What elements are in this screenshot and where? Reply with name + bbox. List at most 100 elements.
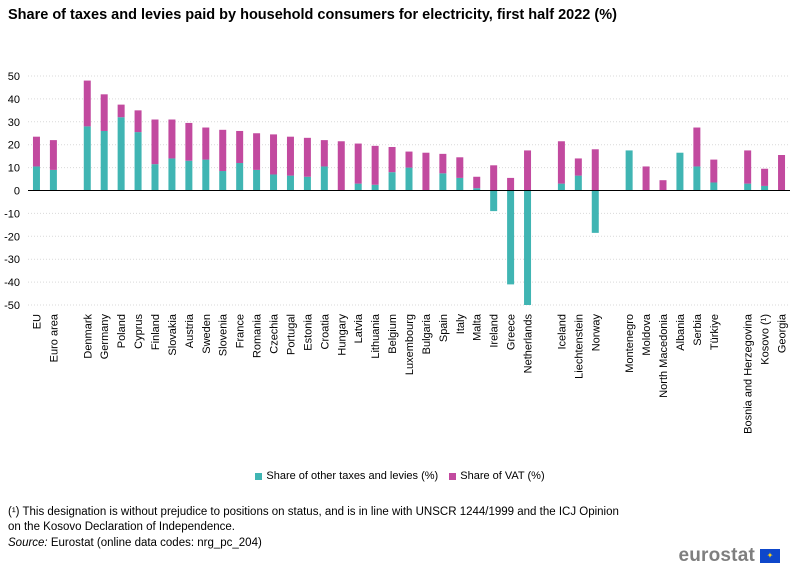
x-tick-label: Türkiye: [709, 314, 721, 350]
y-tick-label: -10: [4, 208, 20, 220]
y-tick-label: 10: [8, 163, 20, 175]
x-tick-label: Latvia: [353, 313, 365, 343]
bar-other-taxes: [473, 188, 481, 191]
x-tick-label: Sweden: [201, 314, 213, 354]
bar-vat: [286, 136, 294, 176]
bar-other-taxes: [456, 177, 464, 191]
eu-flag-icon: ✦: [760, 549, 780, 563]
bar-vat: [778, 155, 786, 191]
bar-other-taxes: [693, 166, 701, 191]
x-tick-label: Euro area: [48, 313, 60, 362]
y-tick-label: -50: [4, 300, 20, 312]
x-tick-label: Slovenia: [218, 313, 230, 356]
bar-other-taxes: [710, 182, 718, 191]
x-tick-label: Italy: [455, 314, 467, 335]
legend: Share of other taxes and levies (%) Shar…: [0, 470, 800, 483]
y-tick-label: -40: [4, 277, 20, 289]
bar-other-taxes: [151, 164, 159, 191]
bar-other-taxes: [100, 130, 108, 191]
bar-other-taxes: [270, 174, 278, 191]
bar-vat: [574, 158, 582, 176]
bar-other-taxes: [168, 158, 176, 191]
bar-other-taxes: [439, 173, 447, 191]
bar-vat: [473, 176, 481, 189]
x-tick-label: Georgia: [777, 313, 789, 353]
x-tick-label: Ireland: [489, 314, 501, 348]
x-tick-label: Finland: [150, 314, 162, 350]
bar-other-taxes: [591, 190, 599, 233]
y-tick-label: 20: [8, 140, 20, 152]
bar-other-taxes: [761, 185, 769, 191]
bar-chart: 50 40 30 20 10 0 -10 -20 -30 -40 -50 EU Euro area Den…: [4, 71, 790, 434]
bar-other-taxes: [49, 169, 57, 191]
bar-vat: [422, 152, 430, 191]
x-tick-label: Cyprus: [133, 314, 145, 349]
chart-title: Share of taxes and levies paid by househ…: [8, 7, 617, 23]
bar-vat: [320, 140, 328, 167]
bar-vat: [591, 149, 599, 191]
x-tick-label: Netherlands: [523, 314, 535, 374]
y-tick-label: 0: [14, 186, 20, 198]
bar-other-taxes: [219, 171, 227, 191]
x-tick-label: Austria: [184, 313, 196, 348]
x-tick-label: Romania: [252, 313, 264, 358]
x-tick-label: Liechtenstein: [573, 314, 585, 379]
bar-vat: [83, 80, 91, 127]
bar-vat: [642, 166, 650, 191]
x-tick-label: Czechia: [269, 313, 281, 354]
bar-other-taxes: [320, 166, 328, 191]
x-tick-label: Belgium: [387, 314, 399, 354]
x-tick-label: Iceland: [556, 314, 568, 349]
bar-vat: [693, 127, 701, 167]
bar-other-taxes: [83, 126, 91, 191]
bar-vat: [388, 146, 396, 173]
bar-vat: [354, 143, 362, 184]
y-tick-label: 50: [8, 71, 20, 83]
bar-vat: [439, 153, 447, 174]
footnote: (¹) This designation is without prejudic…: [8, 506, 619, 533]
bar-vat: [117, 104, 125, 118]
bar-vat: [151, 119, 159, 165]
bar-vat: [337, 141, 345, 191]
x-tick-label: Poland: [116, 314, 128, 348]
bar-other-taxes: [202, 159, 210, 191]
bar-vat: [270, 134, 278, 175]
bar-other-taxes: [557, 183, 565, 191]
x-tick-label: Kosovo (¹): [760, 314, 772, 365]
bar-vat: [405, 151, 413, 168]
x-tick-label: France: [235, 314, 247, 348]
x-tick-label: Spain: [438, 314, 450, 342]
x-tick-label: Greece: [506, 314, 518, 350]
bar-vat: [219, 129, 227, 172]
bar-other-taxes: [744, 183, 752, 191]
bar-vat: [524, 150, 532, 191]
bar-vat: [659, 180, 667, 191]
legend-item-other-taxes: Share of other taxes and levies (%): [255, 470, 438, 482]
legend-label-vat: Share of VAT (%): [460, 470, 545, 482]
bar-other-taxes: [676, 152, 684, 191]
bar-vat: [507, 177, 515, 191]
bar-vat: [490, 165, 498, 191]
y-tick-label: -30: [4, 254, 20, 266]
x-tick-label: EU: [31, 314, 43, 329]
bar-other-taxes: [134, 132, 142, 191]
bar-other-taxes: [490, 190, 498, 212]
bar-other-taxes: [117, 117, 125, 191]
bar-vat: [236, 130, 244, 164]
bar-other-taxes: [507, 190, 515, 285]
bar-other-taxes: [185, 160, 193, 191]
bar-vat: [134, 110, 142, 133]
x-tick-label: Bosnia and Herzegovina: [743, 313, 755, 434]
bar-vat: [100, 94, 108, 131]
bar-other-taxes: [286, 175, 294, 191]
bar-other-taxes: [371, 184, 379, 191]
bar-vat: [185, 122, 193, 161]
bar-other-taxes: [32, 166, 40, 191]
bar-vat: [303, 137, 311, 177]
source-text: Eurostat (online data codes: nrg_pc_204): [47, 537, 262, 549]
source-line: Source: Eurostat (online data codes: nrg…: [8, 537, 262, 549]
legend-item-vat: Share of VAT (%): [449, 470, 545, 482]
bar-other-taxes: [524, 190, 532, 305]
bar-vat: [49, 140, 57, 170]
legend-swatch-vat: [449, 472, 457, 480]
